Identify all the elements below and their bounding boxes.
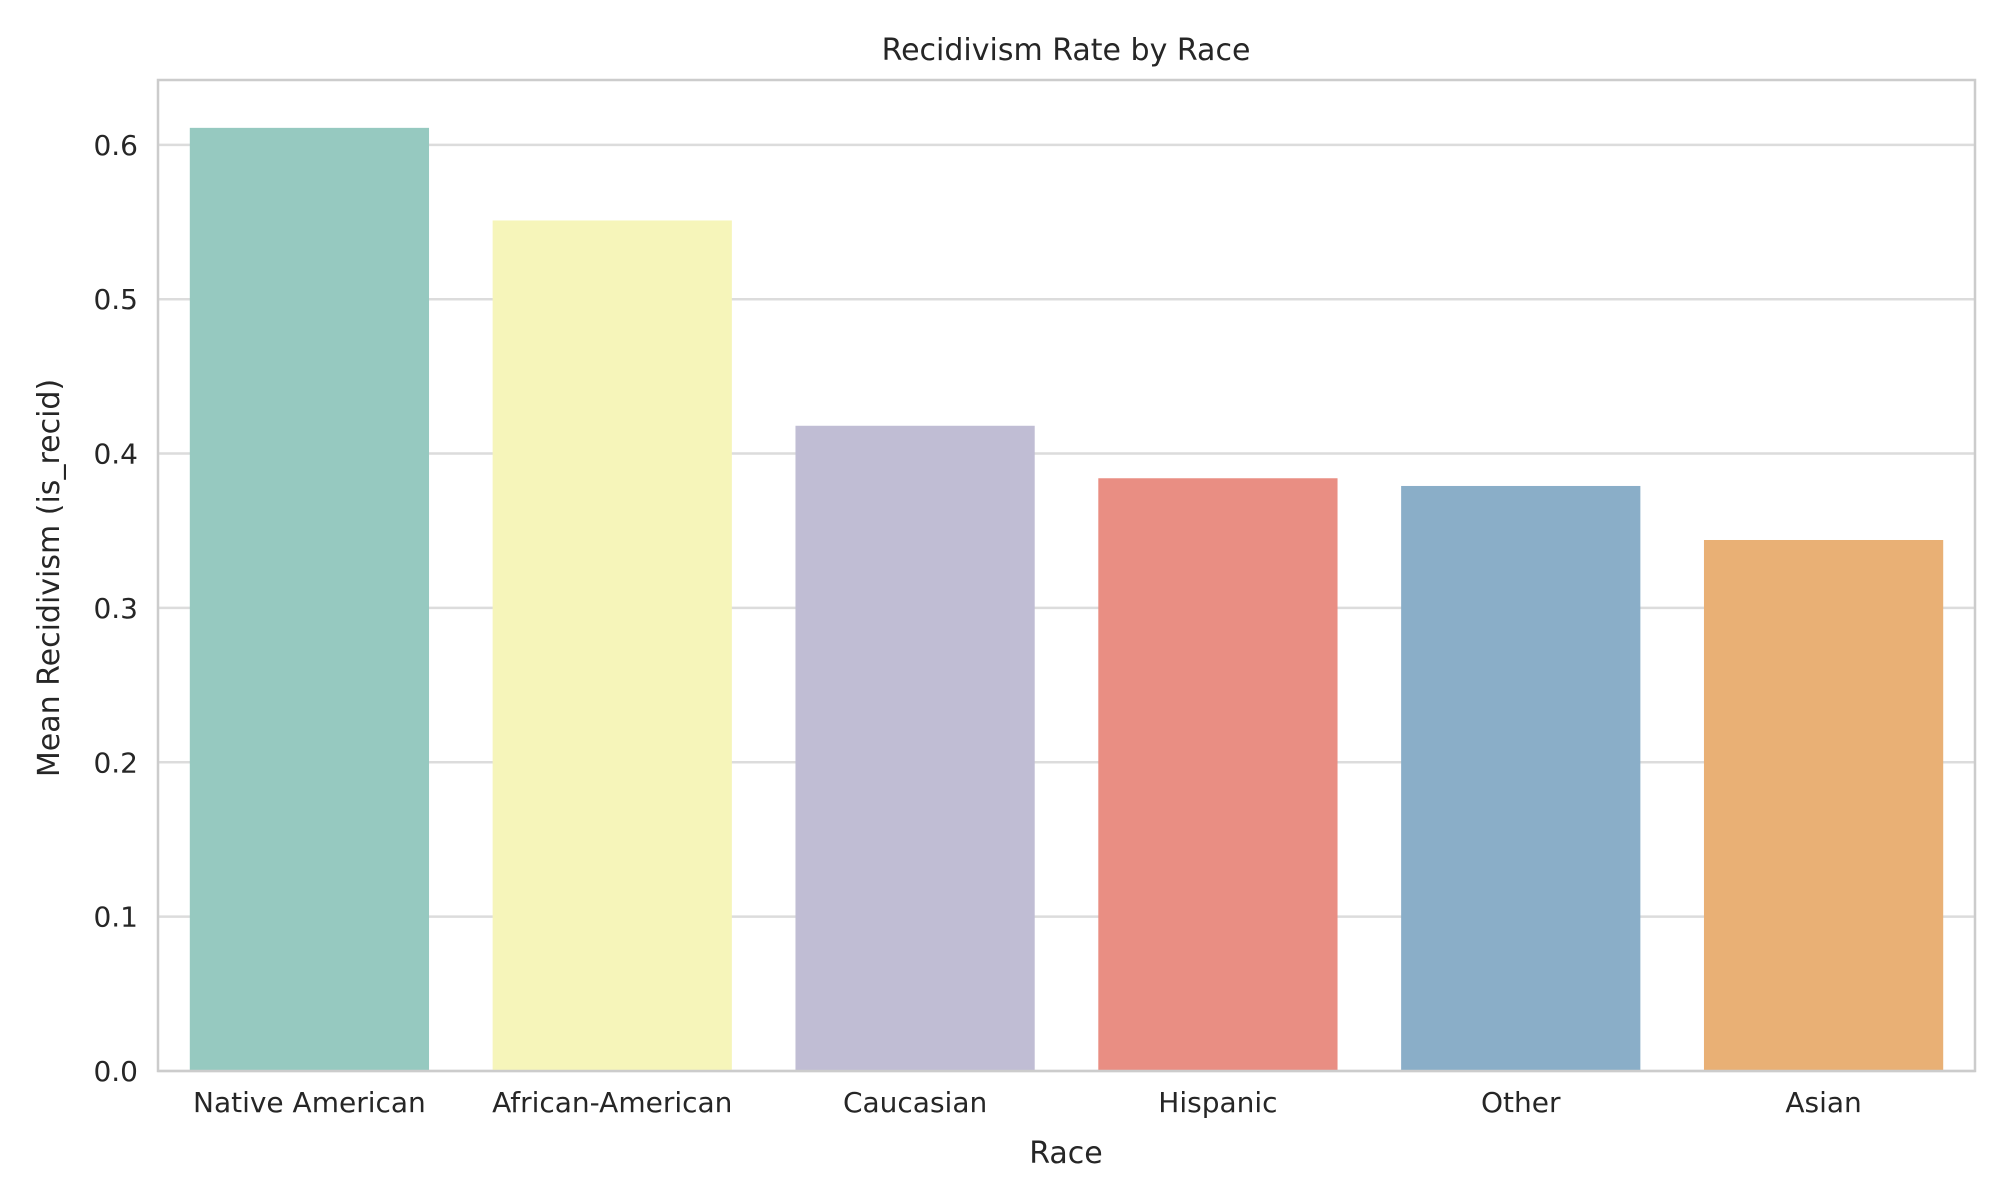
bar-asian (1703, 539, 1944, 1071)
y-axis-ticks: 0.0 0.1 0.2 0.3 0.4 0.5 0.6 (93, 129, 138, 1088)
y-tick-label: 0.4 (93, 438, 138, 471)
bars-layer (189, 127, 1944, 1072)
bar-hispanic (1098, 478, 1338, 1072)
x-tick-label: Other (1481, 1086, 1561, 1119)
bar-african-american (492, 220, 732, 1071)
y-axis-label: Mean Recidivism (is_recid) (32, 379, 67, 777)
plot-frame (156, 78, 1977, 1073)
grid-layer (158, 143, 1975, 1073)
y-tick-label: 0.0 (93, 1055, 138, 1088)
x-tick-label: Native American (193, 1086, 426, 1119)
x-axis-ticks: Native American African-American Caucasian… (193, 1086, 1862, 1119)
x-tick-label: Asian (1785, 1086, 1861, 1119)
x-tick-label: Hispanic (1158, 1086, 1277, 1119)
y-tick-label: 0.2 (93, 746, 138, 779)
x-tick-label: African-American (492, 1086, 732, 1119)
bar-other (1401, 485, 1641, 1071)
bar-caucasian (795, 425, 1035, 1071)
bar-native-american (189, 127, 430, 1071)
x-axis-label: Race (1029, 1136, 1103, 1171)
y-tick-label: 0.5 (93, 283, 138, 316)
chart-title: Recidivism Rate by Race (882, 33, 1251, 68)
x-tick-label: Caucasian (843, 1086, 987, 1119)
y-tick-label: 0.3 (93, 592, 138, 625)
y-tick-label: 0.6 (93, 129, 138, 162)
y-tick-label: 0.1 (93, 901, 138, 934)
